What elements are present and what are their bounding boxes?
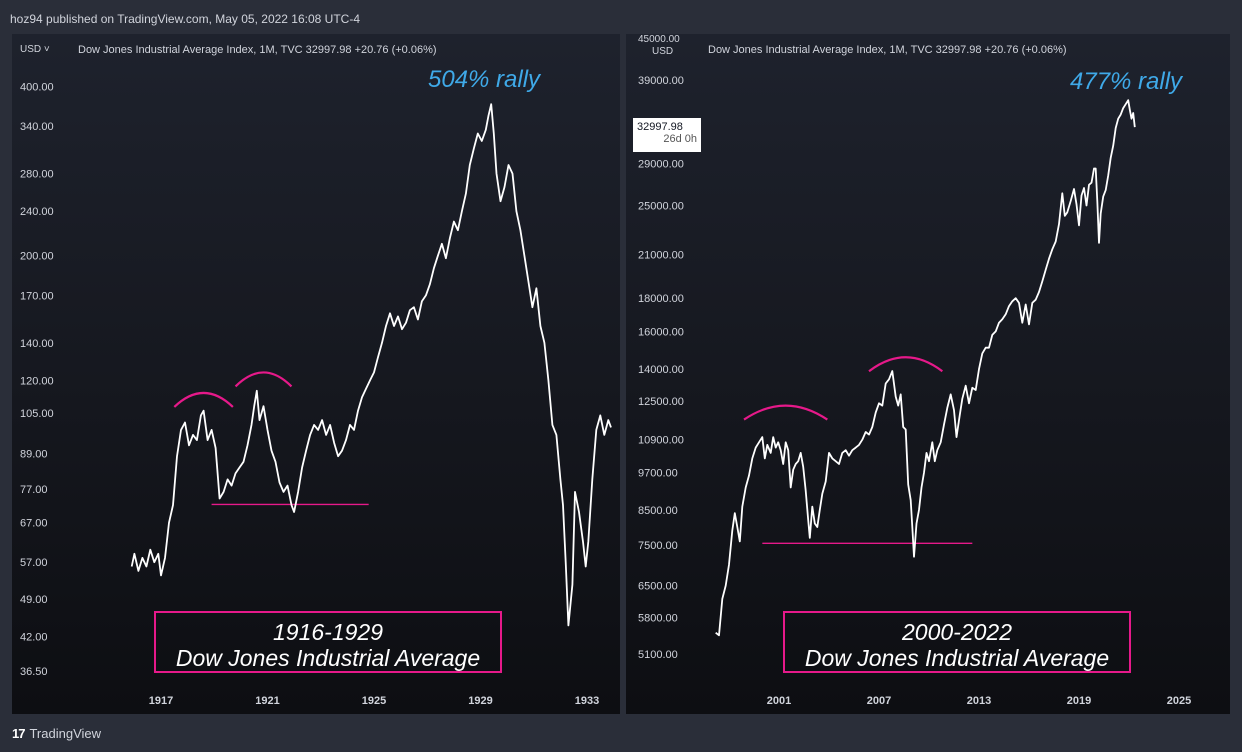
y-tick-label: 240.00: [20, 206, 54, 218]
currency-label: USD ˅: [20, 44, 50, 55]
x-tick-label: 2013: [967, 695, 991, 707]
last-price-value: 32997.98: [637, 121, 683, 133]
y-tick-label: 29000.00: [638, 159, 684, 171]
period-index-name: Dow Jones Industrial Average: [175, 645, 481, 671]
y-tick-label: 49.00: [20, 594, 48, 606]
bottom-bar: 17 TradingView: [0, 714, 1242, 752]
period-years: 2000-2022: [902, 619, 1012, 645]
y-tick-label: 25000.00: [638, 200, 684, 212]
x-tick-label: 1921: [255, 695, 279, 707]
x-tick-label: 2019: [1067, 695, 1091, 707]
y-tick-label: 21000.00: [638, 250, 684, 262]
y-tick-label: 67.00: [20, 518, 48, 530]
resistance-arc: [868, 356, 944, 373]
y-tick-label: 57.00: [20, 557, 48, 569]
y-tick-label: 8500.00: [638, 505, 678, 517]
y-tick-label: 16000.00: [638, 326, 684, 338]
x-tick-label: 1925: [362, 695, 386, 707]
y-tick-label: 170.00: [20, 290, 54, 302]
y-tick-label: 105.00: [20, 408, 54, 420]
x-tick-label: 2001: [767, 695, 791, 707]
y-tick-label: 5100.00: [638, 649, 678, 661]
y-tick-label: 10900.00: [638, 435, 684, 447]
chart-panel-1916-1929[interactable]: 400.00 340.00 280.00 240.00 200.00 170.00 140.…: [12, 34, 620, 714]
y-tick-label: 7500.00: [638, 540, 678, 552]
y-tick-label: 18000.00: [638, 293, 684, 305]
currency-label: USD: [652, 46, 674, 57]
bar-countdown: 26d 0h: [663, 133, 697, 145]
x-tick-label: 1929: [468, 695, 492, 707]
period-index-name: Dow Jones Industrial Average: [804, 645, 1110, 671]
top-bar: hoz94 published on TradingView.com, May …: [0, 0, 1242, 34]
chart-legend: Dow Jones Industrial Average Index, 1M, …: [78, 44, 437, 56]
y-tick-label: 42.00: [20, 632, 48, 644]
rally-label: 504% rally: [428, 66, 541, 93]
chart-panel-2000-2022[interactable]: 39000.0033000.0029000.0025000.0021000.00…: [626, 34, 1230, 714]
period-label-box: 2000-2022 Dow Jones Industrial Average: [783, 611, 1131, 673]
x-tick-label: 2007: [867, 695, 891, 707]
period-years: 1916-1929: [273, 619, 383, 645]
tradingview-brand: TradingView: [29, 726, 102, 741]
tradingview-mark-icon: 17: [12, 726, 26, 741]
y-tick-label: 140.00: [20, 338, 54, 350]
y-tick-label: 280.00: [20, 169, 54, 181]
resistance-arc: [743, 404, 828, 421]
tradingview-logo[interactable]: 17 TradingView: [12, 726, 101, 741]
y-tick-label: 340.00: [20, 121, 54, 133]
y-tick-label: 200.00: [20, 251, 54, 263]
y-tick-label: 77.00: [20, 484, 48, 496]
resistance-arc: [234, 371, 293, 388]
price-series-line: [715, 99, 1136, 637]
y-tick-label: 5800.00: [638, 613, 678, 625]
y-tick-label: 36.50: [20, 666, 48, 678]
top-price-label: 45000.00: [638, 34, 680, 45]
y-tick-label: 14000.00: [638, 364, 684, 376]
rally-label: 477% rally: [1070, 68, 1183, 95]
x-tick-label: 1933: [575, 695, 599, 707]
price-series-line: [130, 103, 612, 627]
published-credit: hoz94 published on TradingView.com, May …: [10, 12, 360, 26]
y-tick-label: 400.00: [20, 82, 54, 94]
x-tick-label: 1917: [149, 695, 173, 707]
y-tick-label: 6500.00: [638, 581, 678, 593]
y-tick-label: 89.00: [20, 448, 48, 460]
chart-legend: Dow Jones Industrial Average Index, 1M, …: [708, 44, 1067, 56]
y-tick-label: 12500.00: [638, 396, 684, 408]
chart-svg-1916-1929[interactable]: 400.00 340.00 280.00 240.00 200.00 170.00 140.…: [12, 34, 620, 714]
resistance-arc: [173, 392, 234, 408]
last-price-tag: 32997.98 26d 0h: [633, 118, 701, 152]
y-tick-label: 39000.00: [638, 75, 684, 87]
y-tick-label: 120.00: [20, 375, 54, 387]
period-label-box: 1916-1929 Dow Jones Industrial Average: [154, 611, 502, 673]
x-tick-label: 2025: [1167, 695, 1191, 707]
y-tick-label: 9700.00: [638, 468, 678, 480]
